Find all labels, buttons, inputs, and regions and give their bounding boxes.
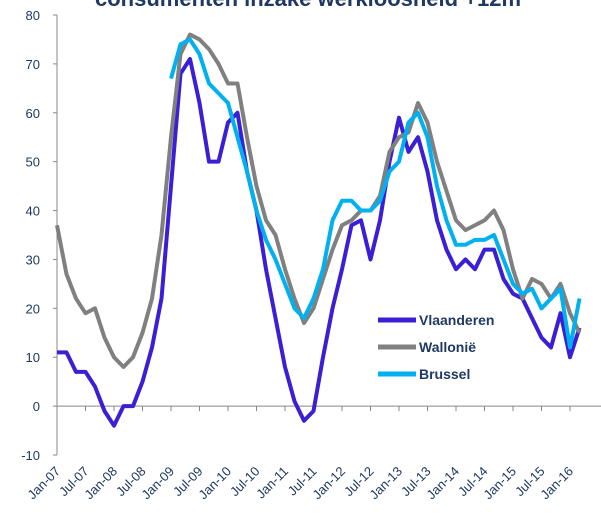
x-tick-label: Jan-14 xyxy=(423,464,462,503)
y-tick-label: 80 xyxy=(26,8,40,23)
x-tick-label: Jan-08 xyxy=(81,464,120,503)
y-tick-label: 10 xyxy=(26,350,40,365)
chart-title: consumenten inzake werkloosheid +12m xyxy=(95,0,521,11)
x-tick-label: Jan-11 xyxy=(253,464,291,502)
x-tick-label: Jan-16 xyxy=(537,464,576,503)
x-tick-label: Jan-15 xyxy=(480,464,519,503)
legend-label: Vlaanderen xyxy=(419,312,494,328)
series-line xyxy=(55,32,582,369)
x-tick-label: Jan-12 xyxy=(309,464,348,503)
y-tick-label: -10 xyxy=(21,448,40,463)
y-tick-label: 60 xyxy=(26,106,40,121)
legend-label: Wallonië xyxy=(419,339,476,355)
y-tick-label: 40 xyxy=(26,204,40,219)
x-tick-label: Jan-09 xyxy=(138,464,177,503)
y-tick-label: 70 xyxy=(26,57,40,72)
y-tick-label: 30 xyxy=(26,252,40,267)
legend-label: Brussel xyxy=(419,366,470,382)
y-tick-label: 20 xyxy=(26,301,40,316)
x-tick-label: Jan-07 xyxy=(24,464,63,503)
y-tick-label: 50 xyxy=(26,155,40,170)
series-line xyxy=(57,57,582,428)
y-tick-label: 0 xyxy=(33,399,40,414)
x-tick-label: Jan-10 xyxy=(195,464,234,503)
x-tick-label: Jan-13 xyxy=(366,464,405,503)
series-line xyxy=(169,37,582,350)
